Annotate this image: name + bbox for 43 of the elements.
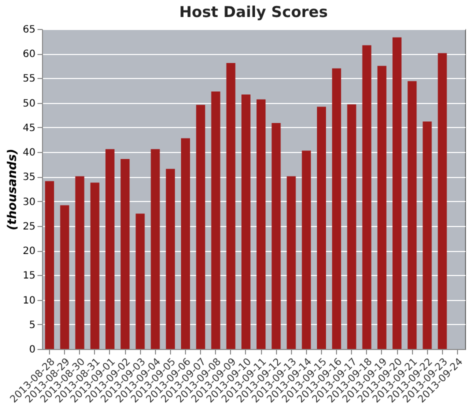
bar (211, 92, 220, 349)
bar (181, 138, 190, 349)
y-tick-label: 30 (22, 196, 36, 208)
y-tick-label: 0 (29, 344, 36, 356)
bar (392, 37, 402, 349)
y-tick-label: 35 (22, 172, 36, 184)
y-tick-label: 10 (22, 295, 36, 306)
bar (377, 66, 386, 349)
y-tick-label: 60 (22, 49, 36, 60)
bar (196, 104, 206, 349)
bar (302, 150, 311, 349)
y-tick-label: 15 (22, 270, 36, 282)
chart-title: Host Daily Scores (179, 3, 328, 21)
bar (408, 81, 417, 349)
bar (136, 214, 145, 349)
bar (422, 122, 432, 349)
bar (75, 176, 84, 349)
bar (362, 45, 372, 349)
bar (332, 68, 342, 349)
bar (90, 182, 100, 349)
bar (286, 176, 296, 349)
y-tick-label: 20 (22, 246, 36, 258)
y-tick-label: 40 (22, 148, 36, 159)
bar (347, 104, 356, 349)
bar (241, 94, 250, 349)
y-tick-label: 55 (22, 74, 36, 85)
bar (150, 149, 160, 349)
bar (316, 106, 326, 349)
y-tick-label: 25 (22, 221, 36, 232)
y-tick-label: 45 (22, 122, 36, 134)
bar (105, 149, 114, 349)
y-tick-label: 50 (22, 98, 36, 110)
bar (120, 158, 130, 349)
bar (45, 181, 54, 349)
bar (226, 62, 236, 349)
y-tick-label: 65 (22, 24, 36, 36)
bar (438, 53, 447, 349)
bar (166, 168, 175, 349)
bar (256, 99, 266, 349)
y-axis-title: (thousands) (4, 148, 19, 230)
bar (272, 123, 281, 349)
y-tick-label: 5 (29, 320, 36, 331)
bar (60, 205, 70, 349)
